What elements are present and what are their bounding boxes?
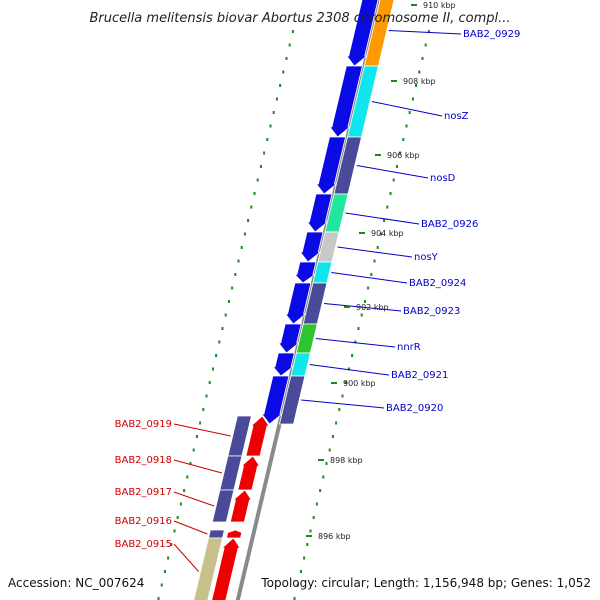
tick-marks <box>157 30 430 600</box>
gene-label: BAB2_0918 <box>115 455 172 466</box>
gene-tracks <box>193 0 395 600</box>
gene-label: BAB2_0917 <box>115 487 172 498</box>
gene-labels: BAB2_0929 nosZ nosD BAB2_0926 nosY BAB2_0924 B… <box>115 29 520 572</box>
gene-label: nosY <box>414 252 439 263</box>
gene-arrow <box>345 0 379 67</box>
label-leader <box>173 491 215 507</box>
label-leader <box>315 338 396 348</box>
gene-arrow <box>284 282 312 325</box>
kbp-label: 902 kbp <box>356 303 389 312</box>
gene-block <box>193 537 223 600</box>
gene-arrow <box>225 529 244 539</box>
gene-label: BAB2_0919 <box>115 419 172 430</box>
kbp-label: 898 kbp <box>330 456 363 465</box>
gene-arrow <box>261 375 290 425</box>
gene-arrow <box>329 65 363 138</box>
gene-arrow <box>272 352 295 377</box>
gene-block <box>207 529 225 539</box>
kbp-label: 896 kbp <box>318 532 351 541</box>
gene-label: BAB2_0920 <box>386 403 443 414</box>
gene-label: BAB2_0929 <box>463 29 520 40</box>
kbp-label: 900 kbp <box>343 379 376 388</box>
label-leader <box>345 212 420 225</box>
label-leader <box>331 272 408 284</box>
kbp-scale: 910 kbp 908 kbp 906 kbp 904 kbp 902 kbp 900 k… <box>306 1 456 541</box>
gene-label: nnrR <box>397 342 421 353</box>
gene-label: BAB2_0923 <box>403 306 460 317</box>
kbp-label: 906 kbp <box>387 151 420 160</box>
label-leader <box>173 543 199 572</box>
gene-arrow <box>306 193 333 233</box>
label-leader <box>324 303 402 312</box>
accession-text: Accession: NC_007624 <box>8 576 144 590</box>
label-leader <box>356 165 429 179</box>
kbp-label: 910 kbp <box>423 1 456 10</box>
topology-summary: Topology: circular; Length: 1,156,948 bp… <box>260 576 591 590</box>
gene-label: BAB2_0924 <box>409 278 466 289</box>
gene-label: nosZ <box>444 111 469 122</box>
gene-arrow <box>293 261 317 284</box>
label-leader <box>301 399 385 409</box>
gene-arrow <box>211 537 241 600</box>
label-leader <box>173 459 223 474</box>
label-leader <box>309 364 390 376</box>
gene-arrow <box>315 136 347 195</box>
label-leader <box>173 423 231 437</box>
label-leader <box>371 101 443 117</box>
gene-arrow <box>229 489 253 523</box>
gene-label: nosD <box>430 173 456 184</box>
label-leader <box>173 520 208 535</box>
kbp-label: 908 kbp <box>403 77 436 86</box>
map-title: Brucella melitensis biovar Abortus 2308 … <box>89 11 510 26</box>
gene-arrow <box>277 323 302 354</box>
gene-label: BAB2_0921 <box>391 370 448 381</box>
gene-label: BAB2_0915 <box>115 539 172 550</box>
gene-label: BAB2_0916 <box>115 516 172 527</box>
label-leader <box>388 30 462 35</box>
gene-arrow <box>299 231 324 263</box>
gene-block <box>279 375 306 425</box>
gene-block <box>219 455 243 491</box>
label-leader <box>337 246 413 258</box>
kbp-label: 904 kbp <box>371 229 404 238</box>
gene-label: BAB2_0926 <box>421 219 478 230</box>
gene-block <box>211 489 235 523</box>
